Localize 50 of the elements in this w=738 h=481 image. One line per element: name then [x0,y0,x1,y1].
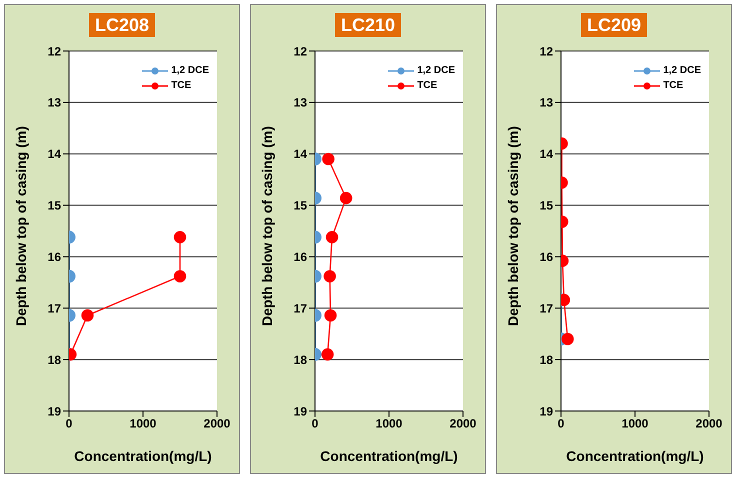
y-tick-label: 15 [540,198,554,213]
x-tick-label: 1000 [622,416,649,431]
legend-label: TCE [663,79,684,93]
x-axis-title: Concentration(mg/L) [566,448,704,464]
x-tick-label: 0 [558,416,565,431]
point [174,270,186,282]
x-tick-label: 0 [312,416,319,431]
y-axis-title: Depth below top of casing (m) [504,126,521,326]
x-tick-label: 2000 [204,416,231,431]
y-tick-label: 19 [48,404,62,418]
y-tick-label: 17 [48,301,62,316]
y-tick-label: 14 [294,147,308,162]
x-axis-title: Concentration(mg/L) [74,448,212,464]
point [174,231,186,244]
y-tick-label: 14 [540,147,554,162]
x-tick-label: 0 [66,416,73,431]
y-tick-label: 13 [48,96,62,110]
y-tick-label: 19 [294,404,308,418]
legend-label: 1,2 DCE [417,64,455,78]
y-axis-title: Depth below top of casing (m) [258,126,275,326]
y-tick-label: 12 [540,44,554,58]
y-tick-label: 13 [294,96,308,110]
x-axis-title: Concentration(mg/L) [320,448,458,464]
y-tick-label: 12 [294,44,308,58]
x-tick-label: 1000 [130,416,157,431]
y-tick-label: 16 [294,250,308,264]
y-axis-title: Depth below top of casing (m) [12,126,29,326]
y-tick-label: 18 [48,352,62,367]
y-tick-label: 16 [48,250,62,264]
y-tick-label: 17 [540,301,554,316]
chart-title: LC209 [580,13,648,37]
y-tick-label: 15 [48,198,62,213]
y-tick-label: 15 [294,198,308,213]
x-tick-label: 2000 [696,416,723,431]
y-tick-label: 18 [540,352,554,367]
legend-label: TCE [417,79,438,93]
y-tick-label: 16 [540,250,554,264]
legend-label: TCE [171,79,192,93]
y-tick-label: 13 [540,96,554,110]
chart-title: LC208 [88,13,156,37]
chart-title: LC210 [334,13,402,37]
y-tick-label: 17 [294,301,308,316]
x-tick-label: 1000 [376,416,403,431]
y-tick-label: 18 [294,352,308,367]
x-tick-label: 2000 [450,416,477,431]
legend-label: 1,2 DCE [663,64,701,78]
legend-label: 1,2 DCE [171,64,209,78]
y-tick-label: 19 [540,404,554,418]
y-tick-label: 12 [48,44,62,58]
y-tick-label: 14 [48,147,62,162]
